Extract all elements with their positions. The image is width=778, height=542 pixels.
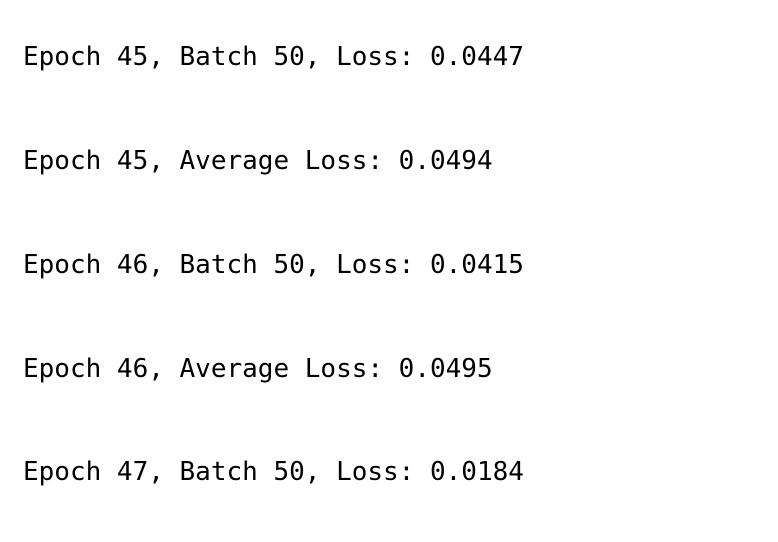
console-lines: Epoch 45, Batch 50, Loss: 0.0447 Epoch 4… <box>23 0 712 542</box>
console-line: Epoch 46, Average Loss: 0.0495 <box>23 353 493 384</box>
console-line: Epoch 46, Batch 50, Loss: 0.0415 <box>23 249 524 280</box>
console-line: Epoch 45, Batch 50, Loss: 0.0447 <box>23 42 524 73</box>
console-line: Epoch 47, Batch 50, Loss: 0.0184 <box>23 457 524 488</box>
console-line: Epoch 45, Average Loss: 0.0494 <box>23 145 493 176</box>
